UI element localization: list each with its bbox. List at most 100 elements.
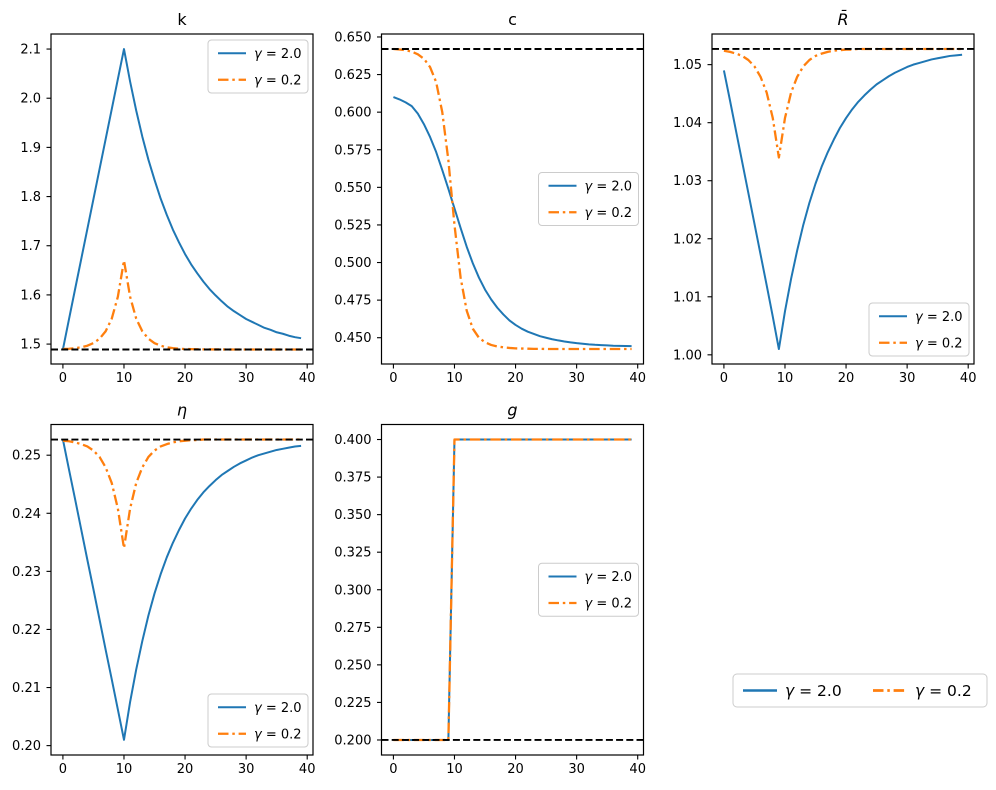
y-tick-label: 2.1 xyxy=(20,43,41,58)
axes-frame xyxy=(50,423,314,756)
y-tick-label: 0.625 xyxy=(334,68,371,83)
x-tick-label: 30 xyxy=(899,371,916,386)
chart-title-Rbar: R̄ xyxy=(837,10,848,29)
x-tick-label: 0 xyxy=(59,762,67,777)
chart-title-eta: η xyxy=(177,401,187,420)
legend-g: γ = 2.0 γ = 0.2 xyxy=(538,562,639,617)
y-tick-label: 2.0 xyxy=(20,92,41,107)
y-tick-label: 0.23 xyxy=(12,565,41,580)
y-tick-label: 0.575 xyxy=(334,143,371,158)
axes-frame xyxy=(380,33,645,365)
legend-label: γ = 0.2 xyxy=(585,206,633,221)
legend-label: γ = 2.0 xyxy=(254,47,302,62)
figure-legend-label: γ = 2.0 xyxy=(785,682,842,700)
y-tick-label: 0.500 xyxy=(334,256,371,271)
series-line-gamma02 xyxy=(62,259,302,351)
legend-Rbar: γ = 2.0 γ = 0.2 xyxy=(868,302,970,357)
y-tick-label: 1.6 xyxy=(20,288,41,303)
series-line-gamma02 xyxy=(723,47,963,159)
y-tick-label: 0.600 xyxy=(334,106,371,121)
legend-label: γ = 0.2 xyxy=(585,597,633,612)
legend-k: γ = 2.0 γ = 0.2 xyxy=(207,39,309,94)
series-line-gamma2 xyxy=(722,53,963,351)
x-tick-label: 0 xyxy=(59,371,67,386)
y-tick-label: 0.375 xyxy=(334,471,371,486)
figure-legend-frame xyxy=(732,673,988,708)
series-line-gamma2 xyxy=(393,96,632,348)
y-tick-label: 0.450 xyxy=(334,331,371,346)
x-tick-label: 30 xyxy=(238,371,255,386)
legend-label: γ = 2.0 xyxy=(254,701,302,716)
series-line-gamma2 xyxy=(61,439,302,741)
x-tick-label: 40 xyxy=(629,371,646,386)
y-tick-label: 0.650 xyxy=(334,30,371,45)
x-tick-label: 0 xyxy=(389,371,397,386)
x-tick-label: 20 xyxy=(507,762,524,777)
x-tick-label: 30 xyxy=(568,762,585,777)
y-tick-label: 1.9 xyxy=(20,141,41,156)
x-tick-label: 30 xyxy=(568,371,585,386)
legend-label: γ = 0.2 xyxy=(915,336,963,351)
figure-legend-label: γ = 0.2 xyxy=(915,682,972,700)
series-line-gamma02 xyxy=(393,47,632,351)
y-tick-label: 0.25 xyxy=(12,449,41,464)
y-tick-label: 1.03 xyxy=(673,174,702,189)
x-tick-label: 40 xyxy=(960,371,977,386)
x-tick-label: 10 xyxy=(116,762,133,777)
axes-frame xyxy=(50,33,314,365)
x-tick-label: 20 xyxy=(177,371,194,386)
y-tick-label: 0.22 xyxy=(12,623,41,638)
y-tick-label: 0.475 xyxy=(334,294,371,309)
series-line-gamma2 xyxy=(61,48,302,350)
y-tick-label: 0.525 xyxy=(334,218,371,233)
x-tick-label: 20 xyxy=(177,762,194,777)
x-tick-label: 10 xyxy=(446,371,463,386)
x-tick-label: 40 xyxy=(629,762,646,777)
legend-label: γ = 0.2 xyxy=(254,73,302,88)
x-tick-label: 10 xyxy=(116,371,133,386)
y-tick-label: 0.200 xyxy=(334,733,371,748)
y-tick-label: 1.7 xyxy=(20,239,41,254)
y-tick-label: 0.275 xyxy=(334,621,371,636)
series-line-gamma02 xyxy=(62,438,302,550)
chart-g: 0 10 20 30 40 0.200 0.225 0.250 0.275 0.300 0.325 0… xyxy=(334,401,646,778)
chart-c: 0 10 20 30 40 0.450 0.475 0.500 0.525 0.550 0.575 0… xyxy=(334,10,646,386)
chart-title-k: k xyxy=(177,10,187,29)
chart-title-c: c xyxy=(508,10,517,29)
y-tick-label: 0.300 xyxy=(334,583,371,598)
legend-label: γ = 2.0 xyxy=(585,570,633,585)
y-tick-label: 1.04 xyxy=(673,116,702,131)
y-tick-label: 1.02 xyxy=(673,232,702,247)
legend-c: γ = 2.0 γ = 0.2 xyxy=(538,172,639,226)
y-tick-label: 0.225 xyxy=(334,696,371,711)
axes-frame xyxy=(711,33,975,365)
chart-title-g: g xyxy=(507,401,517,420)
y-tick-label: 1.01 xyxy=(673,290,702,305)
series-line-gamma02 xyxy=(393,438,632,742)
y-tick-label: 0.20 xyxy=(12,739,41,754)
y-tick-label: 1.00 xyxy=(673,348,702,363)
y-tick-label: 1.5 xyxy=(20,338,41,353)
y-tick-label: 0.400 xyxy=(334,433,371,448)
legend-label: γ = 0.2 xyxy=(254,727,302,742)
y-tick-label: 0.550 xyxy=(334,181,371,196)
x-tick-label: 10 xyxy=(446,762,463,777)
x-tick-label: 0 xyxy=(720,371,728,386)
x-tick-label: 10 xyxy=(777,371,794,386)
y-tick-label: 0.350 xyxy=(334,508,371,523)
x-tick-label: 20 xyxy=(838,371,855,386)
x-tick-label: 30 xyxy=(238,762,255,777)
legend-eta: γ = 2.0 γ = 0.2 xyxy=(207,693,309,748)
y-tick-label: 0.325 xyxy=(334,546,371,561)
legend-label: γ = 2.0 xyxy=(915,310,963,325)
y-tick-label: 0.24 xyxy=(12,507,41,522)
y-tick-label: 1.05 xyxy=(673,58,702,73)
chart-eta: 0 10 20 30 40 0.20 0.21 0.22 0.23 0.24 0.25 η γ = 2.… xyxy=(12,401,315,778)
x-tick-label: 40 xyxy=(299,762,316,777)
y-tick-label: 0.21 xyxy=(12,681,41,696)
chart-k: 0 10 20 30 401.51.61.71.81.92.02.1kγ = 2.0γ … xyxy=(20,10,315,386)
chart-Rbar: 0 10 20 30 40 1.00 1.01 1.02 1.03 1.04 1.05 R̄ γ = 2… xyxy=(673,10,976,386)
y-tick-label: 1.8 xyxy=(20,190,41,205)
x-tick-label: 0 xyxy=(389,762,397,777)
